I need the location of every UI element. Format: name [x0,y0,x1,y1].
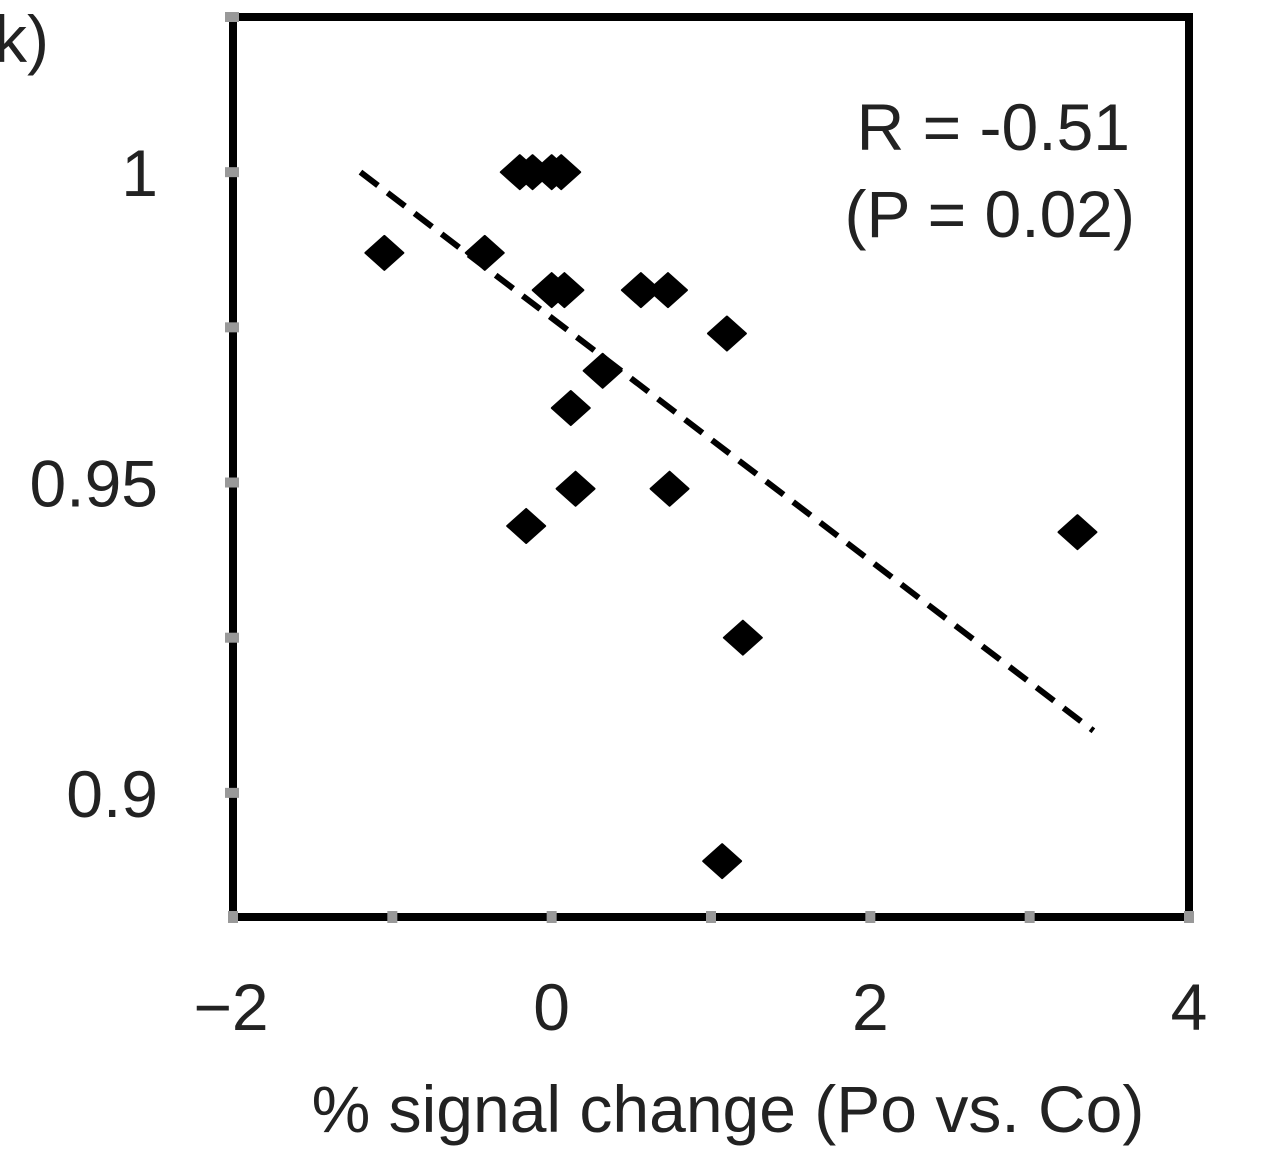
data-point [550,390,591,427]
data-point [544,272,585,309]
x-minor-tick [865,911,876,923]
data-point [722,619,763,656]
x-minor-tick [706,911,716,923]
data-point [506,507,547,544]
x-tick-label: −2 [193,970,268,1044]
data-point [464,234,505,271]
data-point [620,272,661,309]
y-minor-tick [225,322,239,333]
data-point [1057,514,1098,551]
data-points [364,154,1098,880]
data-point [555,470,596,507]
y-minor-tick [225,167,239,178]
data-point [647,272,688,309]
x-tick-label: 4 [1171,970,1208,1044]
x-tick-label: 0 [533,970,570,1044]
y-tick-labels: 0.9 0.95 1 [30,136,158,831]
panel-label: k) [0,2,49,76]
data-point [702,843,743,880]
x-minor-tick [546,911,557,923]
y-minor-tick [225,477,239,488]
data-point [706,315,747,352]
data-point [364,234,405,271]
x-minor-tick [1184,911,1194,923]
y-minor-tick [225,787,239,798]
correlation-r: R = -0.51 [857,90,1130,164]
x-axis-label: % signal change (Po vs. Co) [312,1072,1145,1146]
x-minor-tick [387,911,398,923]
x-minor-tick [1024,911,1035,923]
tick-marks [225,12,1194,923]
x-tick-labels: −2 0 2 4 [193,970,1207,1044]
y-minor-tick [225,12,239,22]
y-tick-label: 0.9 [66,757,158,831]
x-tick-label: 2 [852,970,889,1044]
data-point [582,352,623,389]
x-minor-tick [228,911,238,923]
correlation-p: (P = 0.02) [845,177,1135,251]
y-minor-tick [225,632,239,643]
y-tick-label: 0.95 [30,447,158,521]
data-point [541,154,582,191]
y-tick-label: 1 [121,136,158,210]
data-point [649,470,690,507]
